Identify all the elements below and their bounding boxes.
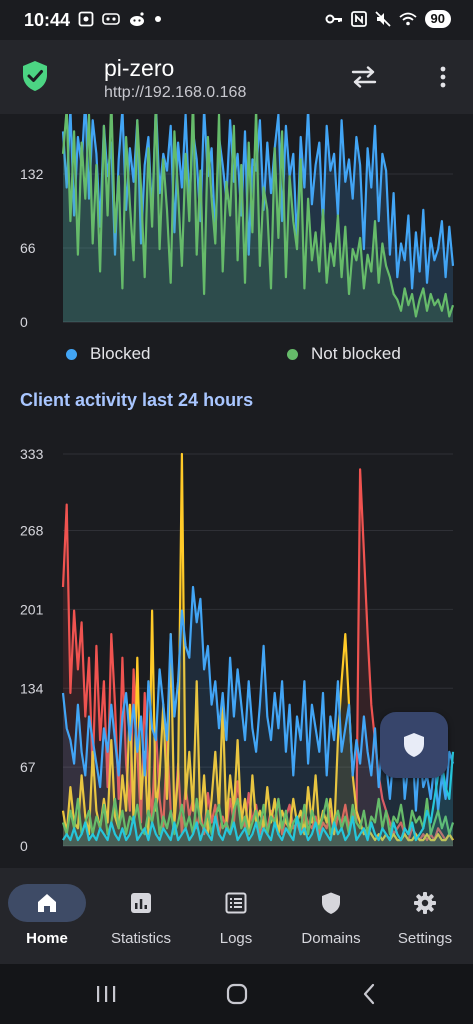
enable-disable-blocking-button[interactable] xyxy=(380,712,448,778)
series-line xyxy=(61,585,455,812)
shield-check-icon xyxy=(23,61,47,91)
server-address: http://192.168.0.168 xyxy=(104,84,247,101)
shield-icon xyxy=(404,733,424,757)
y-tick-label: 132 xyxy=(20,166,44,182)
y-tick-label: 333 xyxy=(20,446,44,462)
y-tick-label: 201 xyxy=(20,601,44,617)
nav-label-settings: Settings xyxy=(397,930,453,947)
y-tick-label: 66 xyxy=(20,240,36,256)
status-system-icons: 90 xyxy=(325,10,451,28)
y-tick-label: 0 xyxy=(20,314,28,330)
nav-label-statistics: Statistics xyxy=(110,930,171,947)
series-area xyxy=(63,751,453,846)
y-tick-label: 0 xyxy=(20,838,28,854)
queries-chart: 0 66 132 xyxy=(20,114,455,330)
client-activity-title: Client activity last 24 hours xyxy=(20,390,254,410)
legend-blocked-dot xyxy=(66,348,77,360)
more-options-icon[interactable] xyxy=(438,66,448,88)
home-system-icon[interactable] xyxy=(226,983,248,1005)
logs-icon xyxy=(225,892,247,914)
vpn-icon xyxy=(102,13,120,25)
legend-not-blocked: Not blocked xyxy=(287,344,401,364)
statistics-icon xyxy=(131,893,151,913)
legend-not-blocked-label: Not blocked xyxy=(311,344,401,363)
gear-icon xyxy=(414,892,436,914)
app-bar: pi-zero http://192.168.0.168 xyxy=(0,40,473,114)
y-tick-label: 134 xyxy=(20,680,44,696)
legend-blocked-label: Blocked xyxy=(90,344,151,363)
nav-label-home: Home xyxy=(26,930,68,947)
wifi-icon xyxy=(398,12,417,26)
switch-server-icon[interactable] xyxy=(351,66,377,88)
back-icon[interactable] xyxy=(362,983,376,1005)
legend-blocked: Blocked xyxy=(66,344,150,364)
nav-item-home[interactable]: Home xyxy=(0,868,94,964)
system-navigation-bar xyxy=(0,964,473,1024)
nav-item-settings[interactable]: Settings xyxy=(378,868,472,964)
nav-item-statistics[interactable]: Statistics xyxy=(94,868,188,964)
nav-item-logs[interactable]: Logs xyxy=(189,868,283,964)
bottom-navigation: Home Statistics Logs Domains Sett xyxy=(0,868,473,964)
nav-item-domains[interactable]: Domains xyxy=(284,868,378,964)
recent-apps-icon[interactable] xyxy=(95,984,117,1004)
key-icon xyxy=(325,14,342,24)
nfc-icon xyxy=(350,11,367,27)
queries-legend: Blocked Not blocked xyxy=(0,344,473,368)
home-icon xyxy=(38,894,56,912)
status-bar: 10:44 90 xyxy=(0,0,473,40)
series-area xyxy=(63,587,453,846)
screenshot-icon xyxy=(78,11,94,27)
nav-label-domains: Domains xyxy=(301,930,361,947)
status-notification-icons xyxy=(78,11,162,27)
mute-icon xyxy=(374,11,391,27)
home-content[interactable]: 0 66 132 Blocked Not blocked Client activi… xyxy=(0,114,473,868)
battery-level: 90 xyxy=(424,10,451,28)
reddit-icon xyxy=(130,12,144,26)
series-line xyxy=(62,751,455,842)
server-name: pi-zero xyxy=(104,55,175,81)
series-line xyxy=(61,114,455,318)
nav-label-logs: Logs xyxy=(219,930,253,947)
series-line xyxy=(61,797,455,836)
status-time: 10:44 xyxy=(24,10,71,30)
y-tick-label: 268 xyxy=(20,523,44,539)
shield-icon xyxy=(322,892,340,914)
client-activity-chart: 0 67 134 201 268 333 xyxy=(20,446,455,854)
y-tick-label: 67 xyxy=(20,759,36,775)
legend-not-blocked-dot xyxy=(287,348,298,360)
more-notifications-icon xyxy=(155,16,161,22)
